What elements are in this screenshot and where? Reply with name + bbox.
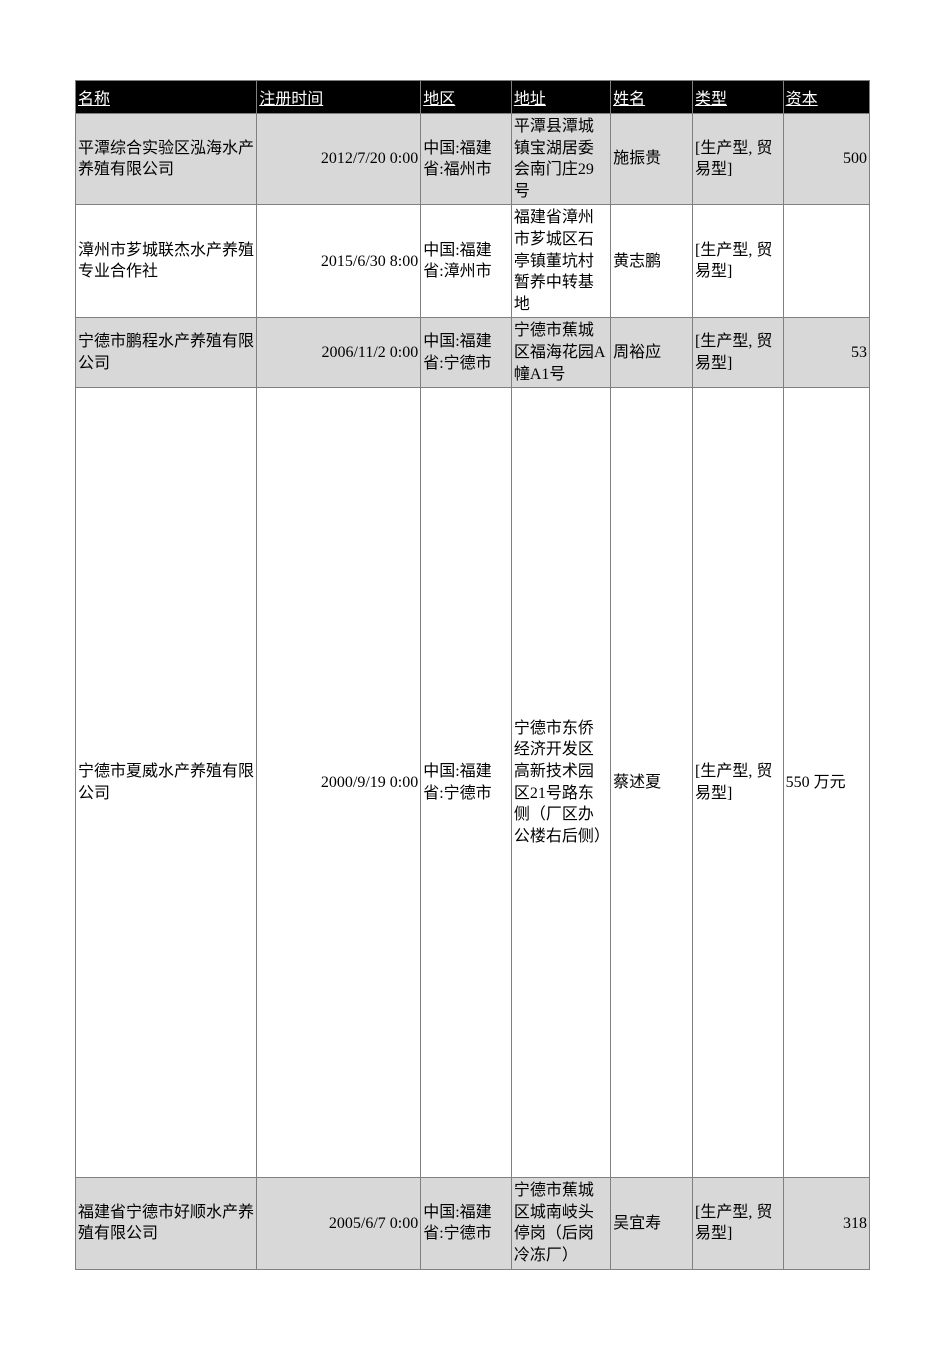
table-row: 平潭综合实验区泓海水产养殖有限公司 2012/7/20 0:00 中国:福建省:…	[76, 114, 870, 205]
cell-region: 中国:福建省:宁德市	[421, 388, 512, 1178]
cell-person: 施振贵	[611, 114, 693, 205]
header-time: 注册时间	[257, 81, 421, 114]
table-row: 宁德市夏威水产养殖有限公司 2000/9/19 0:00 中国:福建省:宁德市 …	[76, 388, 870, 1178]
cell-capital: 53	[783, 318, 869, 388]
cell-person: 黄志鹏	[611, 205, 693, 318]
header-region: 地区	[421, 81, 512, 114]
cell-type: [生产型, 贸易型]	[693, 318, 784, 388]
cell-address: 宁德市蕉城区福海花园A幢A1号	[511, 318, 610, 388]
header-type: 类型	[693, 81, 784, 114]
cell-address: 福建省漳州市芗城区石亭镇董坑村暂养中转基地	[511, 205, 610, 318]
cell-type: [生产型, 贸易型]	[693, 388, 784, 1178]
cell-time: 2005/6/7 0:00	[257, 1178, 421, 1269]
cell-capital: 500	[783, 114, 869, 205]
cell-address: 宁德市蕉城区城南岐头停岗（后岗冷冻厂）	[511, 1178, 610, 1269]
cell-capital: 550 万元	[783, 388, 869, 1178]
table-row: 漳州市芗城联杰水产养殖专业合作社 2015/6/30 8:00 中国:福建省:漳…	[76, 205, 870, 318]
cell-name: 漳州市芗城联杰水产养殖专业合作社	[76, 205, 257, 318]
cell-region: 中国:福建省:福州市	[421, 114, 512, 205]
cell-type: [生产型, 贸易型]	[693, 1178, 784, 1269]
cell-person: 吴宜寿	[611, 1178, 693, 1269]
cell-capital	[783, 205, 869, 318]
header-person: 姓名	[611, 81, 693, 114]
cell-capital: 318	[783, 1178, 869, 1269]
company-table: 名称 注册时间 地区 地址 姓名 类型 资本 平潭综合实验区泓海水产养殖有限公司…	[75, 80, 870, 1270]
cell-region: 中国:福建省:宁德市	[421, 1178, 512, 1269]
cell-address: 平潭县潭城镇宝湖居委会南门庄29号	[511, 114, 610, 205]
cell-time: 2000/9/19 0:00	[257, 388, 421, 1178]
cell-name: 宁德市鹏程水产养殖有限公司	[76, 318, 257, 388]
cell-time: 2012/7/20 0:00	[257, 114, 421, 205]
table-header: 名称 注册时间 地区 地址 姓名 类型 资本	[76, 81, 870, 114]
cell-time: 2015/6/30 8:00	[257, 205, 421, 318]
cell-type: [生产型, 贸易型]	[693, 114, 784, 205]
header-address: 地址	[511, 81, 610, 114]
cell-type: [生产型, 贸易型]	[693, 205, 784, 318]
cell-person: 周裕应	[611, 318, 693, 388]
cell-address: 宁德市东侨经济开发区高新技术园区21号路东侧（厂区办公楼右后侧）	[511, 388, 610, 1178]
table-body: 平潭综合实验区泓海水产养殖有限公司 2012/7/20 0:00 中国:福建省:…	[76, 114, 870, 1270]
cell-region: 中国:福建省:宁德市	[421, 318, 512, 388]
header-name: 名称	[76, 81, 257, 114]
header-capital: 资本	[783, 81, 869, 114]
cell-region: 中国:福建省:漳州市	[421, 205, 512, 318]
cell-person: 蔡述夏	[611, 388, 693, 1178]
cell-name: 福建省宁德市好顺水产养殖有限公司	[76, 1178, 257, 1269]
table-row: 福建省宁德市好顺水产养殖有限公司 2005/6/7 0:00 中国:福建省:宁德…	[76, 1178, 870, 1269]
cell-name: 宁德市夏威水产养殖有限公司	[76, 388, 257, 1178]
cell-time: 2006/11/2 0:00	[257, 318, 421, 388]
table-row: 宁德市鹏程水产养殖有限公司 2006/11/2 0:00 中国:福建省:宁德市 …	[76, 318, 870, 388]
cell-name: 平潭综合实验区泓海水产养殖有限公司	[76, 114, 257, 205]
